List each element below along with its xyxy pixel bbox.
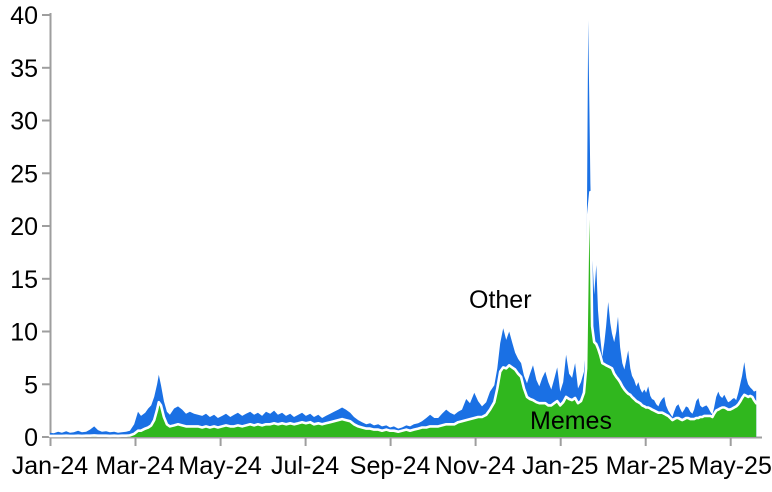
annotation-memes-label: Memes <box>530 407 612 435</box>
y-tick-label: 30 <box>10 108 38 136</box>
annotation-other-label: Other <box>469 286 532 314</box>
y-tick-label: 5 <box>24 371 38 399</box>
y-tick-label: 20 <box>10 213 38 241</box>
other-series-area <box>50 20 757 438</box>
series-separator-line <box>48 190 758 438</box>
y-tick-label: 25 <box>10 160 38 188</box>
x-tick-label: Jan-24 <box>12 452 89 480</box>
x-tick-label: Sep-24 <box>350 452 431 480</box>
x-tick-label: Nov-24 <box>435 452 516 480</box>
x-tick-label: Jan-25 <box>522 452 598 480</box>
x-tick-label: Mar-24 <box>95 452 174 480</box>
y-tick-label: 35 <box>10 55 38 83</box>
x-tick-label: May-25 <box>689 452 772 480</box>
y-tick-label: 0 <box>24 424 38 452</box>
y-tick-label: 15 <box>10 266 38 294</box>
y-tick-label: 10 <box>10 319 38 347</box>
x-tick-label: Jul-24 <box>271 452 339 480</box>
x-tick-label: Mar-25 <box>606 452 685 480</box>
y-tick-label: 40 <box>10 2 38 30</box>
x-tick-label: May-24 <box>178 452 261 480</box>
